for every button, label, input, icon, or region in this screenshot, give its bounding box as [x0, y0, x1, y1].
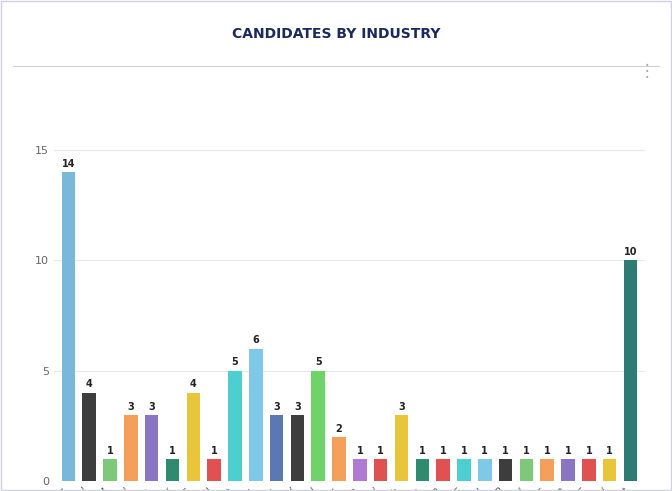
Bar — [208, 459, 221, 481]
Text: CANDIDATES BY INDUSTRY: CANDIDATES BY INDUSTRY — [232, 27, 440, 41]
Bar — [624, 260, 637, 481]
Text: 1: 1 — [107, 446, 114, 456]
Bar — [145, 415, 159, 481]
Text: 1: 1 — [502, 446, 509, 456]
Text: 14: 14 — [62, 159, 75, 168]
Bar — [478, 459, 491, 481]
Text: 1: 1 — [585, 446, 592, 456]
Text: 1: 1 — [439, 446, 446, 456]
Bar — [311, 371, 325, 481]
Bar — [374, 459, 388, 481]
Text: 1: 1 — [211, 446, 218, 456]
Text: 1: 1 — [481, 446, 488, 456]
Text: 10: 10 — [624, 247, 637, 257]
Text: 1: 1 — [460, 446, 467, 456]
Text: 6: 6 — [253, 335, 259, 345]
Bar — [166, 459, 179, 481]
Text: 3: 3 — [294, 402, 301, 411]
Text: 1: 1 — [544, 446, 550, 456]
Bar — [353, 459, 367, 481]
Text: 5: 5 — [314, 357, 322, 367]
Bar — [582, 459, 595, 481]
Bar — [124, 415, 138, 481]
Text: 4: 4 — [86, 380, 93, 389]
Bar — [540, 459, 554, 481]
Text: 1: 1 — [419, 446, 425, 456]
Bar — [249, 349, 263, 481]
Text: 3: 3 — [274, 402, 280, 411]
Text: 1: 1 — [169, 446, 176, 456]
Bar — [103, 459, 117, 481]
Bar — [394, 415, 409, 481]
Text: 1: 1 — [606, 446, 613, 456]
Bar — [436, 459, 450, 481]
Text: 3: 3 — [128, 402, 134, 411]
Bar — [519, 459, 533, 481]
Text: 4: 4 — [190, 380, 197, 389]
Text: 5: 5 — [232, 357, 239, 367]
Text: 1: 1 — [377, 446, 384, 456]
Bar — [62, 172, 75, 481]
Text: 3: 3 — [149, 402, 155, 411]
Text: 1: 1 — [356, 446, 364, 456]
Text: 2: 2 — [335, 424, 343, 434]
Bar — [457, 459, 470, 481]
Bar — [228, 371, 242, 481]
Text: 1: 1 — [523, 446, 530, 456]
Bar — [603, 459, 616, 481]
Text: 3: 3 — [398, 402, 405, 411]
Bar — [561, 459, 575, 481]
Text: 1: 1 — [564, 446, 571, 456]
Bar — [332, 437, 346, 481]
Bar — [290, 415, 304, 481]
Bar — [269, 415, 284, 481]
Bar — [83, 393, 96, 481]
Bar — [415, 459, 429, 481]
Text: ⋮: ⋮ — [638, 62, 655, 80]
Bar — [187, 393, 200, 481]
Bar — [499, 459, 512, 481]
